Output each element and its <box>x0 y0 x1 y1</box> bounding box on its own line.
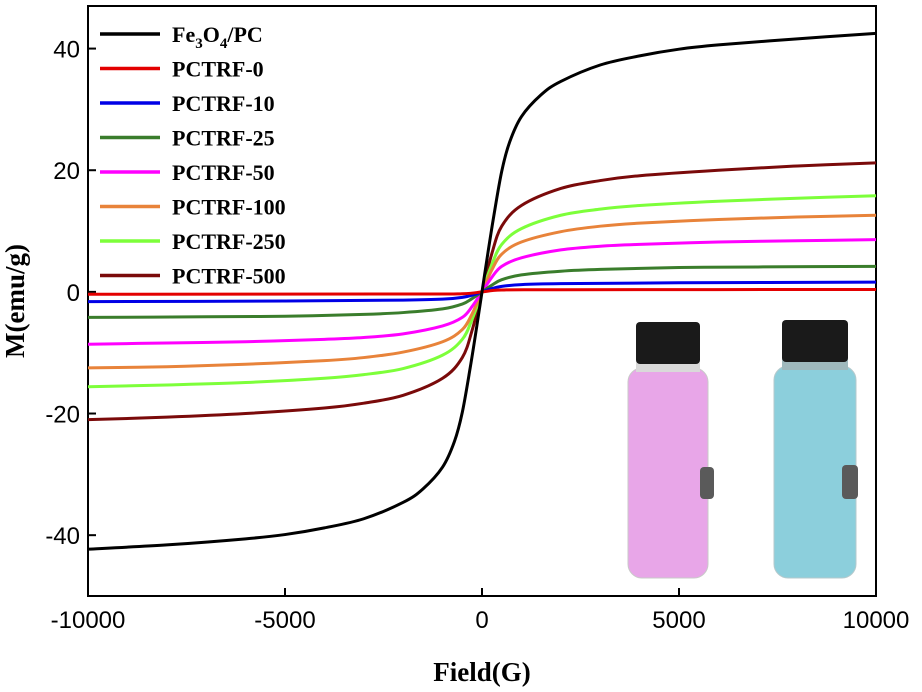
inset-vial-photo <box>627 320 858 579</box>
legend-label: PCTRF-25 <box>172 126 275 151</box>
series-lines <box>87 31 877 551</box>
legend-label: PCTRF-50 <box>172 160 275 185</box>
vial-blue-magnet <box>842 465 858 499</box>
y-axis-ticks: -40 -20 0 20 40 <box>45 37 96 550</box>
vial-blue-cap <box>782 320 848 362</box>
vial-blue <box>773 320 858 579</box>
x-tick-label: -10000 <box>51 607 126 634</box>
y-tick-label: -40 <box>45 523 80 550</box>
vial-pink-magnet <box>700 467 714 499</box>
x-axis-ticks: -10000 -5000 0 5000 10000 <box>51 588 910 634</box>
legend: Fe3O4/PC PCTRF-0 PCTRF-10 PCTRF-25 PCTRF-50 P… <box>100 22 286 289</box>
y-axis-title: M(emu/g) <box>0 244 30 358</box>
legend-label: Fe3O4/PC <box>172 22 263 52</box>
vial-pink <box>627 322 714 579</box>
x-tick-label: 5000 <box>652 607 705 634</box>
y-tick-label: 40 <box>53 37 80 64</box>
y-tick-label: 20 <box>53 158 80 185</box>
y-tick-label: 0 <box>67 280 80 307</box>
legend-label: PCTRF-500 <box>172 264 286 289</box>
vial-pink-cap <box>636 322 700 364</box>
y-tick-label: -20 <box>45 402 80 429</box>
vial-pink-body <box>627 367 709 579</box>
legend-label: PCTRF-0 <box>172 57 264 82</box>
x-tick-label: 10000 <box>843 607 910 634</box>
x-axis-title: Field(G) <box>433 657 530 687</box>
legend-label: PCTRF-10 <box>172 91 275 116</box>
x-tick-label: 0 <box>475 607 488 634</box>
x-tick-label: -5000 <box>254 607 315 634</box>
legend-label: PCTRF-100 <box>172 195 286 220</box>
legend-label: PCTRF-250 <box>172 229 286 254</box>
series-line-fe3o4-pc <box>87 31 877 551</box>
